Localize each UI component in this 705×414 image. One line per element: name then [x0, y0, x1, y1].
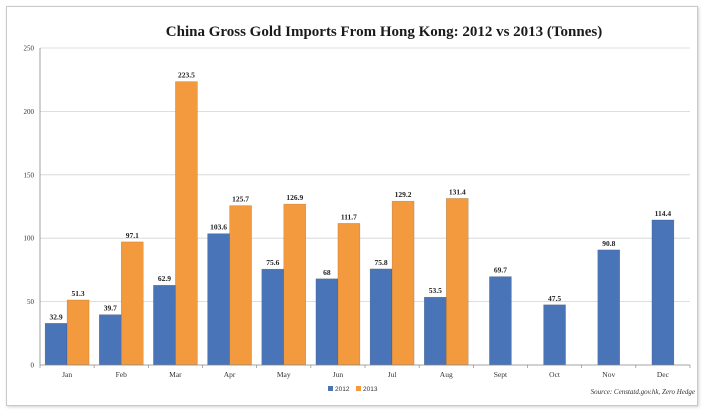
data-label-2013-Jul: 129.2: [395, 190, 412, 199]
data-label-2013-Jun: 111.7: [341, 212, 357, 221]
x-tick-label: Jan: [62, 370, 72, 379]
bar-2012-Aug: [424, 296, 447, 366]
bar-2012-Sept: [489, 276, 512, 366]
bar-2013-Apr: [229, 205, 252, 366]
data-label-2012-Nov: 90.8: [602, 239, 615, 248]
data-label-2012-Dec: 114.4: [655, 209, 672, 218]
bar-2012-Mar: [153, 284, 176, 366]
y-tick-label: 50: [27, 298, 35, 306]
bar-2012-Jul: [369, 268, 393, 366]
bar-2013-Mar: [175, 81, 198, 366]
x-tick-label: Apr: [224, 370, 236, 379]
x-tick-label: Oct: [549, 370, 561, 379]
data-label-2012-Feb: 39.7: [104, 304, 117, 313]
bar-2012-Jan: [44, 323, 68, 366]
x-tick-label: Feb: [116, 370, 128, 379]
x-tick-label: Jun: [333, 370, 344, 379]
legend-label-2012: 2012: [335, 386, 350, 393]
x-tick-label: Dec: [657, 370, 670, 379]
bar-2012-Feb: [99, 314, 122, 366]
bar-2012-Apr: [207, 233, 230, 366]
bar-2013-Jul: [391, 200, 415, 366]
legend-swatch-2013: [356, 386, 361, 391]
y-tick-label: 0: [31, 362, 35, 370]
gridlines: [40, 47, 690, 303]
legend-swatch-2012: [328, 386, 333, 391]
bar-2013-May: [283, 203, 306, 366]
chart-title: China Gross Gold Imports From Hong Kong:…: [166, 24, 602, 40]
x-tick-label: Aug: [440, 370, 453, 379]
x-tick-label: Mar: [169, 370, 182, 379]
x-tick-label: Jul: [388, 370, 397, 379]
data-label-2012-Apr: 103.6: [210, 223, 227, 232]
bar-2012-May: [261, 268, 284, 366]
data-label-2012-May: 75.6: [266, 258, 279, 267]
data-label-2013-Mar: 223.5: [178, 71, 195, 80]
bar-2012-Nov: [597, 249, 620, 366]
bar-2012-Dec: [651, 219, 675, 366]
y-tick-label: 100: [24, 235, 35, 243]
data-label-2013-Aug: 131.4: [449, 187, 466, 196]
x-tick-label: May: [277, 370, 291, 379]
data-label-2013-Feb: 97.1: [126, 231, 139, 240]
bar-2013-Feb: [121, 241, 144, 366]
bar-2013-Jun: [337, 223, 361, 366]
data-label-2012-Mar: 62.9: [158, 274, 171, 283]
data-labels: 32.9 51.3 39.7 97.1 62.9 223.5 103.6 125.7 75.6 1…: [50, 71, 672, 322]
bar-2012-Oct: [543, 304, 566, 366]
y-tick-label: 200: [24, 108, 35, 116]
data-label-2012-Sept: 69.7: [494, 266, 507, 275]
bar-2013-Aug: [446, 198, 469, 366]
y-tick-label: 150: [24, 171, 35, 179]
data-label-2013-Jan: 51.3: [72, 289, 85, 298]
data-label-2013-Apr: 125.7: [232, 195, 249, 204]
data-label-2013-May: 126.9: [286, 193, 303, 202]
data-label-2012-Jan: 32.9: [50, 312, 63, 321]
data-label-2012-Jul: 75.8: [375, 258, 388, 267]
data-label-2012-Jun: 68: [323, 268, 331, 277]
data-label-2012-Oct: 47.5: [548, 294, 561, 303]
bar-2013-Jan: [66, 299, 90, 366]
legend-label-2013: 2013: [363, 386, 378, 393]
legend: 2012 2013: [328, 386, 378, 393]
y-tick-label: 250: [24, 45, 35, 53]
bar-2012-Jun: [315, 278, 339, 366]
axes: 0 50 100 150 200 250 Jan Feb Mar Apr May Jun Jul Aug S…: [24, 45, 691, 379]
bars: [44, 81, 675, 366]
source-note: Source: Censtatd.gov.hk, Zero Hedge: [591, 388, 695, 396]
x-tick-label: Nov: [602, 370, 615, 379]
data-label-2012-Aug: 53.5: [429, 286, 442, 295]
x-tick-label: Sept: [494, 370, 508, 379]
